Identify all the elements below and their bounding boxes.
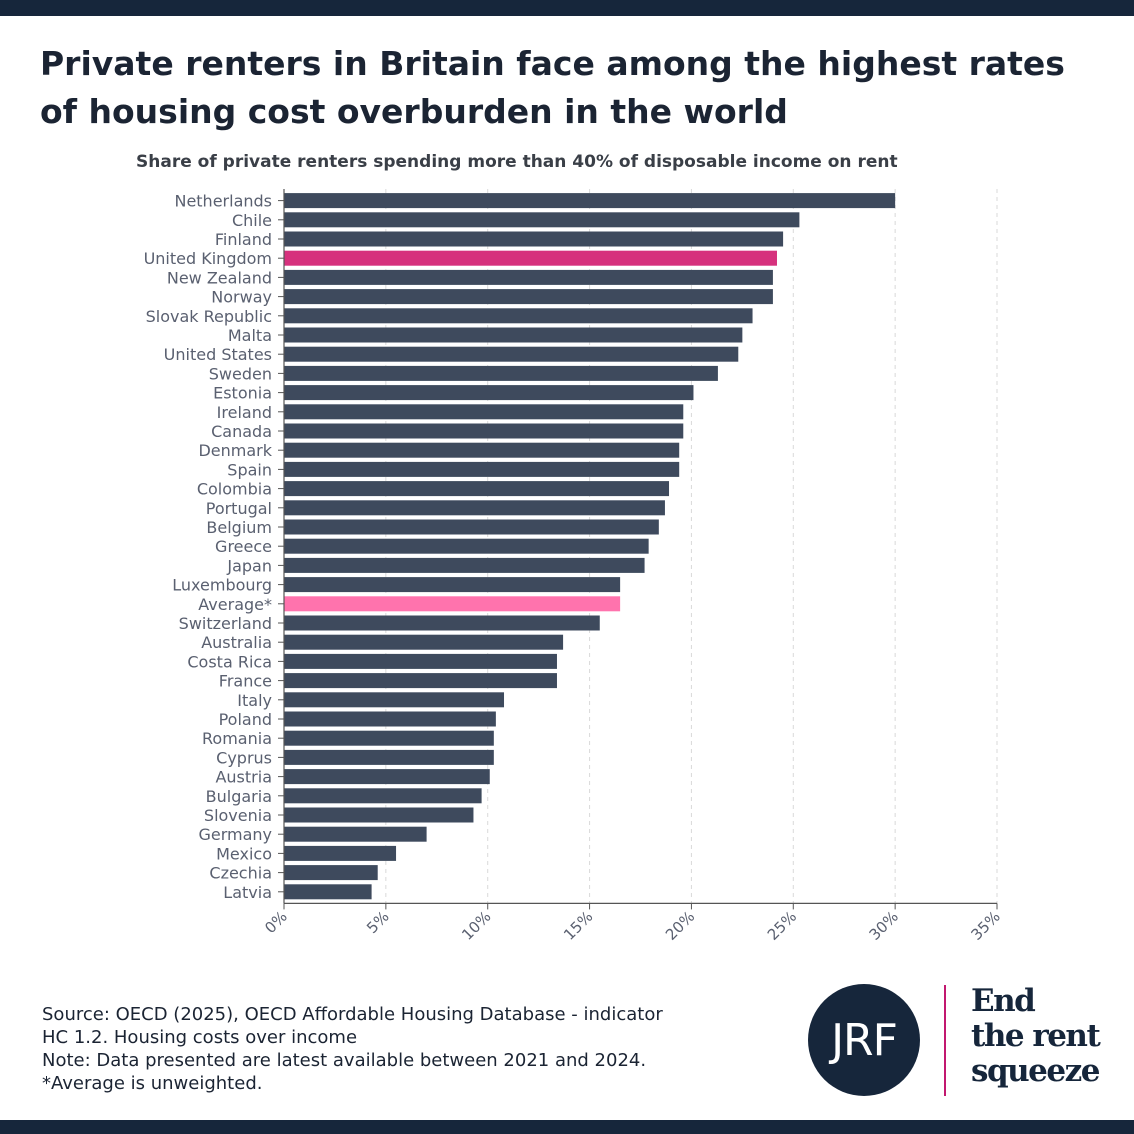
category-label: Luxembourg	[172, 576, 272, 595]
category-label: Italy	[237, 691, 272, 710]
bar-slovenia	[284, 807, 474, 823]
source-line: HC 1.2. Housing costs over income	[42, 1027, 358, 1048]
category-label: Czechia	[209, 864, 272, 883]
bar-norway	[284, 289, 773, 305]
bar-malta	[284, 327, 743, 343]
category-label: Greece	[215, 537, 272, 556]
bar-new-zealand	[284, 269, 773, 285]
category-label: Norway	[211, 288, 272, 307]
category-label: Romania	[202, 729, 272, 748]
source-line: Source: OECD (2025), OECD Affordable Hou…	[42, 1004, 663, 1025]
bar-united-states	[284, 346, 739, 362]
bar-slovak-republic	[284, 308, 753, 324]
category-label: France	[219, 672, 272, 691]
campaign-line: End	[971, 983, 1036, 1019]
x-tick-label: 20%	[662, 908, 698, 944]
category-label: Estonia	[213, 384, 272, 403]
top-band	[0, 0, 1134, 16]
bar-france	[284, 673, 557, 689]
category-label: Ireland	[217, 403, 272, 422]
category-label: United Kingdom	[144, 249, 272, 268]
category-label: Spain	[227, 460, 272, 479]
category-label: Canada	[211, 422, 272, 441]
category-label: Slovenia	[204, 806, 272, 825]
bar-luxembourg	[284, 577, 621, 593]
bar-cyprus	[284, 749, 494, 765]
bar-austria	[284, 769, 490, 785]
x-tick-label: 35%	[968, 908, 1004, 944]
bar-japan	[284, 557, 645, 573]
x-tick-label: 5%	[363, 908, 393, 938]
campaign-logo: End the rent squeeze	[971, 984, 1131, 1089]
bar-colombia	[284, 481, 670, 497]
bar-latvia	[284, 884, 372, 900]
bar-poland	[284, 711, 496, 727]
bar-sweden	[284, 365, 718, 381]
bar-estonia	[284, 385, 694, 401]
bar-ireland	[284, 404, 684, 420]
chart-subtitle: Share of private renters spending more t…	[136, 152, 898, 172]
x-tick-label: 25%	[764, 908, 800, 944]
category-label: Poland	[219, 710, 272, 729]
bar-switzerland	[284, 615, 600, 631]
x-tick-label: 0%	[261, 908, 291, 938]
campaign-line: the rent	[971, 1018, 1101, 1054]
category-label: Austria	[215, 768, 272, 787]
note-line: *Average is unweighted.	[42, 1073, 263, 1094]
category-label: Australia	[201, 633, 272, 652]
category-label: Switzerland	[179, 614, 272, 633]
category-label: United States	[164, 345, 272, 364]
bar-spain	[284, 461, 680, 477]
note-line: Note: Data presented are latest availabl…	[42, 1050, 647, 1071]
category-label: Malta	[228, 326, 272, 345]
bar-united-kingdom	[284, 250, 777, 266]
category-label: Cyprus	[216, 748, 272, 767]
bar-australia	[284, 634, 564, 650]
category-label: Finland	[215, 230, 272, 249]
bar-italy	[284, 692, 505, 708]
category-label: Belgium	[206, 518, 272, 537]
page-title: Private renters in Britain face among th…	[40, 44, 1065, 131]
x-tick-label: 10%	[458, 908, 494, 944]
bar-czechia	[284, 865, 378, 881]
bar-greece	[284, 538, 649, 554]
x-tick-label: 30%	[866, 908, 902, 944]
bar-chart: Share of private renters spending more t…	[136, 152, 1004, 944]
category-label: Chile	[232, 211, 272, 230]
jrf-logo-text: JRF	[831, 1014, 898, 1066]
jrf-logo: JRF	[808, 984, 920, 1096]
category-label: Bulgaria	[206, 787, 272, 806]
source-note: Source: OECD (2025), OECD Affordable Hou…	[42, 1003, 782, 1095]
bar-finland	[284, 231, 784, 247]
category-label: Denmark	[198, 441, 272, 460]
bar-romania	[284, 730, 494, 746]
category-label: Slovak Republic	[146, 307, 272, 326]
category-label: Average*	[198, 595, 272, 614]
category-label: New Zealand	[167, 268, 272, 287]
x-tick-label: 15%	[560, 908, 596, 944]
bar-mexico	[284, 845, 397, 861]
bar-bulgaria	[284, 788, 482, 804]
bar-costa-rica	[284, 653, 557, 669]
category-label: Germany	[198, 825, 272, 844]
bar-denmark	[284, 442, 680, 458]
campaign-line: squeeze	[971, 1053, 1100, 1089]
category-label: Colombia	[197, 480, 272, 499]
bar-netherlands	[284, 193, 896, 209]
bar-chile	[284, 212, 800, 228]
category-label: Netherlands	[174, 192, 272, 211]
bar-canada	[284, 423, 684, 439]
category-label: Mexico	[216, 844, 272, 863]
category-label: Portugal	[206, 499, 272, 518]
logo-divider	[944, 985, 946, 1096]
bar-belgium	[284, 519, 659, 535]
category-label: Latvia	[223, 883, 272, 902]
bar-portugal	[284, 500, 665, 516]
bar-average	[284, 596, 621, 612]
category-label: Costa Rica	[187, 652, 272, 671]
bar-germany	[284, 826, 427, 842]
category-label: Sweden	[209, 364, 272, 383]
bottom-band	[0, 1120, 1134, 1134]
category-label: Japan	[226, 556, 272, 575]
